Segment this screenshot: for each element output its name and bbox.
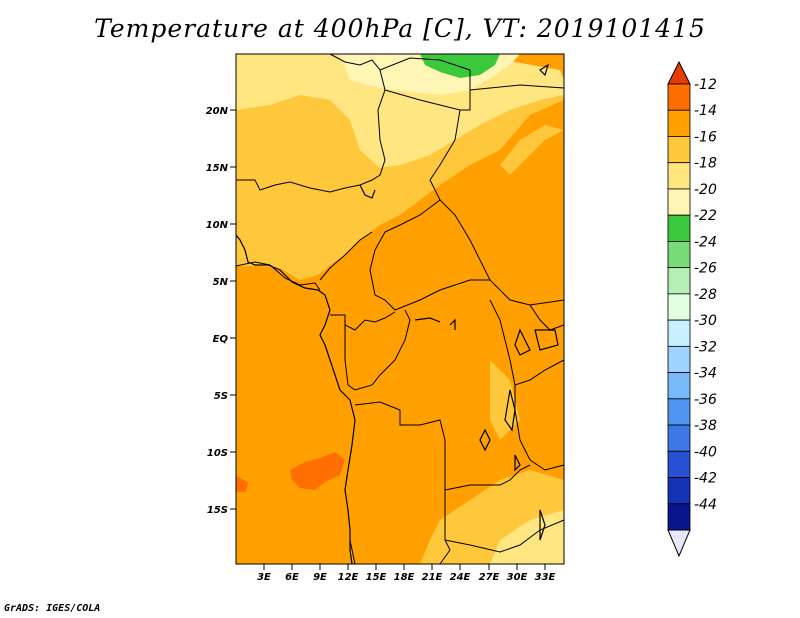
colorbar-label: -30 <box>694 313 717 329</box>
grads-credit: GrADS: IGES/COLA <box>4 603 101 614</box>
lat-label-15s: 15S <box>207 505 228 516</box>
colorbar: -12 -14 -16 -18 -20 -22 -24 -26 -28 -30 -32 -34 -36 -… <box>667 60 717 558</box>
map-title: Temperature at 400hPa [C], VT: 201910141… <box>94 14 706 43</box>
colorbar-label: -26 <box>694 261 717 277</box>
lon-label-24e: 24E <box>450 572 471 583</box>
lat-label-eq: EQ <box>213 334 229 345</box>
lon-axis: 3E 6E 9E 12E 15E 18E 21E 24E 27E 30E 33E <box>257 564 556 583</box>
contour-fill-minus18-lake <box>490 360 520 440</box>
colorbar-label: -16 <box>694 129 717 145</box>
lon-label-30e: 30E <box>507 572 528 583</box>
colorbar-label: -32 <box>694 339 717 355</box>
colorbar-label: -14 <box>694 103 717 119</box>
lat-label-15n: 15N <box>206 163 229 174</box>
colorbar-swatch <box>667 424 691 452</box>
colorbar-swatch <box>667 450 691 478</box>
colorbar-swatch <box>667 136 691 164</box>
lon-label-21e: 21E <box>422 572 443 583</box>
colorbar-label: -42 <box>694 471 717 487</box>
colorbar-label: -12 <box>694 77 717 93</box>
map-frame <box>235 53 565 565</box>
lon-label-3e: 3E <box>257 572 271 583</box>
colorbar-swatch <box>667 188 691 216</box>
lon-label-6e: 6E <box>285 572 299 583</box>
colorbar-label: -36 <box>694 392 717 408</box>
colorbar-label: -20 <box>694 182 717 198</box>
colorbar-swatch <box>667 241 691 269</box>
lon-label-18e: 18E <box>394 572 415 583</box>
colorbar-label: -34 <box>694 366 717 382</box>
colorbar-label: -28 <box>694 287 717 303</box>
colorbar-label: -22 <box>694 208 717 224</box>
colorbar-label: -24 <box>694 234 717 250</box>
colorbar-swatch <box>667 372 691 400</box>
colorbar-swatch <box>667 319 691 347</box>
colorbar-label: -38 <box>694 418 717 434</box>
colorbar-swatch <box>667 503 691 531</box>
coastlines <box>235 63 559 565</box>
lon-label-33e: 33E <box>535 572 556 583</box>
colorbar-swatch <box>667 267 691 295</box>
lat-label-5n: 5N <box>213 277 229 288</box>
lat-label-10s: 10S <box>207 448 228 459</box>
contour-fill-minus18-east <box>500 125 564 175</box>
colorbar-label: -40 <box>694 444 717 460</box>
contour-fill-minus14-edge <box>236 476 248 492</box>
contour-fill-minus14-patch <box>290 452 345 490</box>
colorbar-swatch <box>667 293 691 321</box>
colorbar-label: -44 <box>694 497 717 513</box>
contour-fill-minus20-south <box>490 510 564 564</box>
lat-label-5s: 5S <box>214 391 228 402</box>
lon-label-15e: 15E <box>366 572 387 583</box>
colorbar-swatch <box>667 83 691 111</box>
colorbar-swatch <box>667 398 691 426</box>
lon-label-12e: 12E <box>338 572 359 583</box>
lat-label-20n: 20N <box>206 106 229 117</box>
lon-label-27e: 27E <box>479 572 500 583</box>
colorbar-swatch <box>667 214 691 242</box>
lat-label-10n: 10N <box>206 220 229 231</box>
colorbar-swatch <box>667 162 691 190</box>
colorbar-label: -18 <box>694 156 717 172</box>
colorbar-top-arrow <box>667 60 691 85</box>
colorbar-swatch <box>667 345 691 373</box>
country-borders <box>235 53 565 565</box>
lat-axis: 20N 15N 10N 5N EQ 5S 10S 15S <box>206 106 236 516</box>
map-panel: 20N 15N 10N 5N EQ 5S 10S 15S 3E 6E 9E 12… <box>206 53 565 583</box>
colorbar-swatch <box>667 109 691 137</box>
colorbar-bottom-arrow <box>667 529 691 558</box>
lon-label-9e: 9E <box>313 572 327 583</box>
colorbar-swatch <box>667 477 691 505</box>
